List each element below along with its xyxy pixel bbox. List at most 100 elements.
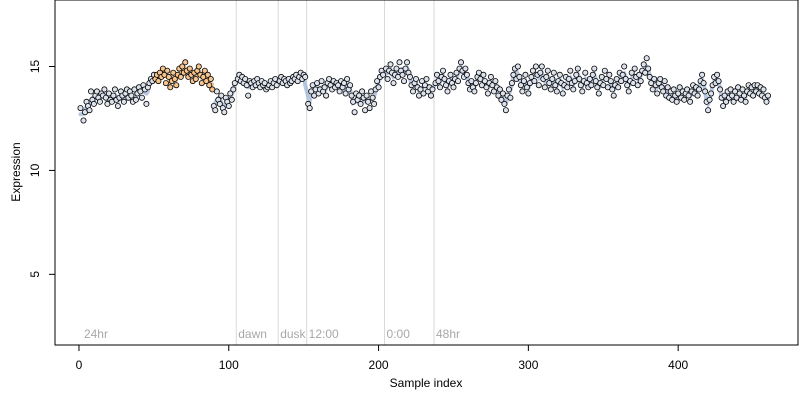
data-point-s0-263 — [538, 63, 545, 70]
data-point-s0-156 — [375, 84, 382, 91]
x-axis-title: Sample index — [390, 376, 463, 390]
data-point-s1-20 — [182, 59, 189, 66]
data-point-s0-374 — [705, 107, 712, 114]
y-axis: 5 10 15 — [28, 60, 55, 278]
data-point-s0-301 — [595, 90, 602, 97]
data-point-s0-5 — [86, 107, 93, 114]
data-point-s1-2 — [155, 78, 162, 85]
data-point-s0-149 — [365, 98, 372, 105]
data-point-s0-163 — [387, 61, 394, 68]
data-point-s0-229 — [487, 73, 494, 80]
data-point-s0-275 — [556, 71, 563, 78]
data-point-s0-259 — [532, 63, 539, 70]
data-point-s0-148 — [363, 92, 370, 99]
data-point-s0-202 — [447, 71, 454, 78]
data-point-s0-391 — [730, 98, 737, 105]
data-point-s0-355 — [676, 84, 683, 91]
x-tick-label-3: 300 — [518, 358, 538, 372]
data-point-s1-38 — [209, 86, 216, 93]
data-point-s0-282 — [567, 67, 574, 74]
data-point-s0-6 — [88, 88, 95, 95]
data-point-s0-325 — [631, 65, 638, 72]
data-point-s0-238 — [501, 100, 508, 107]
data-point-s0-370 — [699, 71, 706, 78]
data-point-s0-284 — [570, 86, 577, 93]
data-point-s0-174 — [403, 59, 410, 66]
phase-label-1: dawn — [238, 327, 267, 341]
data-point-s0-382 — [717, 86, 724, 93]
data-point-s0-296 — [588, 82, 595, 89]
data-point-s0-280 — [564, 84, 571, 91]
data-point-s0-344 — [660, 88, 667, 95]
data-point-s0-110 — [306, 105, 313, 112]
data-point-s0-120 — [321, 84, 328, 91]
data-point-s0-61 — [228, 96, 235, 103]
data-point-s0-40 — [138, 94, 145, 101]
data-point-s0-242 — [507, 94, 514, 101]
data-point-s0-195 — [436, 84, 443, 91]
data-point-s0-226 — [483, 84, 490, 91]
data-point-s1-33 — [201, 67, 208, 74]
data-point-s0-281 — [565, 76, 572, 83]
data-point-s0-297 — [589, 71, 596, 78]
data-point-s0-411 — [760, 86, 767, 93]
data-point-s0-197 — [439, 67, 446, 74]
data-point-s0-0 — [77, 105, 84, 112]
data-point-s0-331 — [640, 61, 647, 68]
data-point-s0-361 — [685, 92, 692, 99]
data-point-s0-262 — [537, 69, 544, 76]
plot-frame — [54, 0, 799, 346]
data-point-s0-292 — [582, 69, 589, 76]
data-point-s0-376 — [708, 90, 715, 97]
phase-label-5: 48hr — [436, 327, 460, 341]
data-point-s0-53 — [216, 100, 223, 107]
data-point-s0-286 — [573, 71, 580, 78]
y-tick-label-0: 5 — [28, 271, 42, 278]
data-point-s0-161 — [384, 76, 391, 83]
data-point-s0-50 — [212, 107, 219, 114]
data-point-s0-176 — [406, 73, 413, 80]
data-point-s0-209 — [457, 59, 464, 66]
data-point-s1-9 — [165, 73, 172, 80]
data-point-s0-380 — [714, 71, 721, 78]
data-point-s0-308 — [606, 71, 613, 78]
data-point-s0-273 — [553, 88, 560, 95]
data-point-s0-144 — [357, 100, 364, 107]
data-point-s0-345 — [661, 78, 668, 85]
data-point-s0-178 — [409, 88, 416, 95]
data-point-s0-249 — [517, 82, 524, 89]
data-point-s1-10 — [167, 84, 174, 91]
x-axis: 0 100 200 300 400 — [76, 345, 688, 372]
y-axis-title: Expression — [9, 142, 23, 201]
data-point-s0-36 — [132, 96, 139, 103]
data-point-s1-17 — [177, 73, 184, 80]
data-point-s0-256 — [528, 73, 535, 80]
data-point-s0-172 — [400, 78, 407, 85]
data-point-s1-13 — [171, 76, 178, 83]
data-point-s0-399 — [742, 98, 749, 105]
data-point-s0-337 — [649, 86, 656, 93]
data-point-s0-305 — [601, 67, 608, 74]
phase-label-0: 24hr — [84, 327, 108, 341]
data-point-s0-183 — [417, 86, 424, 93]
data-point-s0-334 — [645, 65, 652, 72]
data-point-s0-169 — [396, 59, 403, 66]
data-point-s0-332 — [642, 69, 649, 76]
data-point-s0-328 — [636, 71, 643, 78]
data-point-s0-59 — [225, 103, 232, 110]
data-point-s0-277 — [559, 90, 566, 97]
data-point-s1-7 — [162, 80, 169, 87]
data-point-s0-133 — [341, 80, 348, 87]
data-point-s0-191 — [429, 86, 436, 93]
data-point-s0-24 — [114, 103, 121, 110]
data-point-s0-145 — [359, 88, 366, 95]
data-point-s0-269 — [547, 86, 554, 93]
data-point-s1-37 — [207, 76, 214, 83]
data-point-s0-362 — [687, 98, 694, 105]
data-point-s0-327 — [634, 82, 641, 89]
data-point-s0-62 — [230, 86, 237, 93]
data-point-s0-248 — [516, 73, 523, 80]
data-point-s0-173 — [402, 65, 409, 72]
data-point-s0-187 — [423, 76, 430, 83]
data-point-s0-271 — [550, 69, 557, 76]
